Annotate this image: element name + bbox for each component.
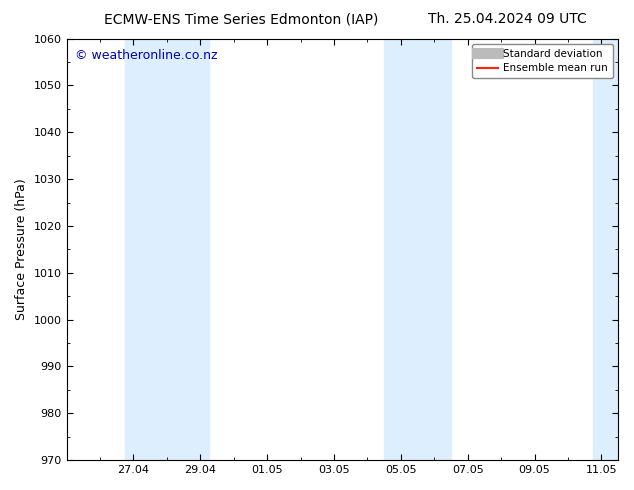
Text: Th. 25.04.2024 09 UTC: Th. 25.04.2024 09 UTC: [428, 12, 586, 26]
Text: © weatheronline.co.nz: © weatheronline.co.nz: [75, 49, 217, 62]
Text: ECMW-ENS Time Series Edmonton (IAP): ECMW-ENS Time Series Edmonton (IAP): [104, 12, 378, 26]
Legend: Standard deviation, Ensemble mean run: Standard deviation, Ensemble mean run: [472, 44, 613, 78]
Bar: [384, 39, 451, 460]
Bar: [593, 39, 618, 460]
Bar: [125, 39, 209, 460]
Y-axis label: Surface Pressure (hPa): Surface Pressure (hPa): [15, 178, 28, 320]
